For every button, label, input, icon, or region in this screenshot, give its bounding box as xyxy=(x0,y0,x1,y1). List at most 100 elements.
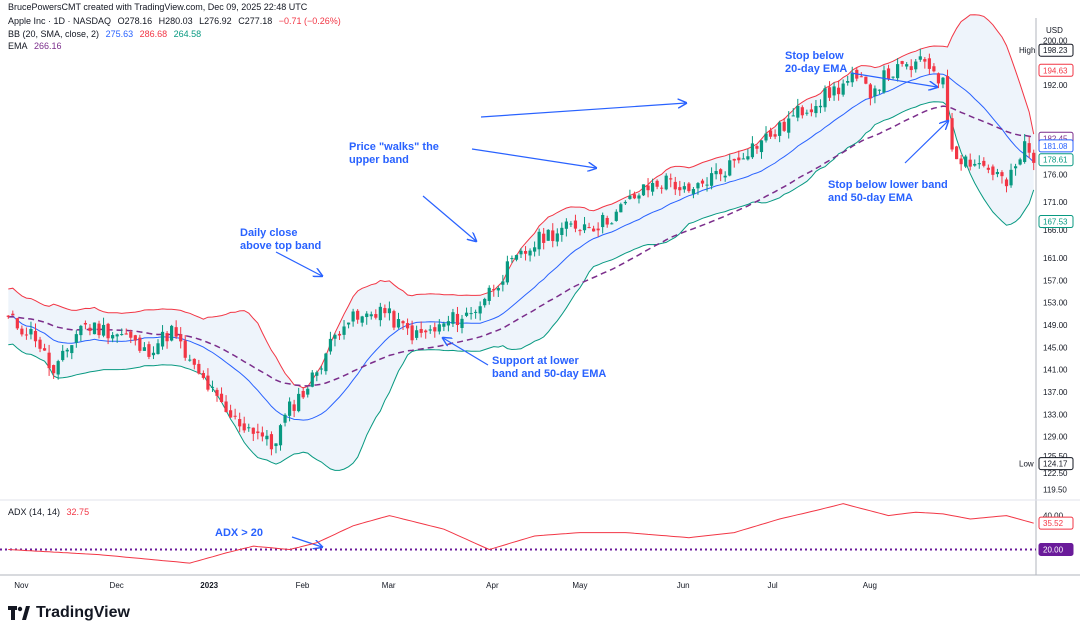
candle-body xyxy=(909,66,913,71)
candle-body xyxy=(79,325,83,336)
candle xyxy=(868,82,872,106)
candle-body xyxy=(483,298,487,306)
time-tick-label: 2023 xyxy=(200,581,218,590)
candle xyxy=(492,284,496,297)
candle-body xyxy=(201,372,205,378)
candle-body xyxy=(242,423,246,431)
extreme-label: Low xyxy=(1019,460,1034,469)
candle-body xyxy=(877,89,882,91)
adx-legend[interactable]: ADX (14, 14) 32.75 xyxy=(8,507,93,518)
bb-legend[interactable]: BB (20, SMA, close, 2) 275.63 286.68 264… xyxy=(8,29,205,40)
candle-body xyxy=(319,368,323,370)
candle xyxy=(537,228,541,256)
candle xyxy=(170,324,174,342)
annotation-arrow xyxy=(291,536,322,547)
candle-body xyxy=(973,163,977,166)
candle-body xyxy=(179,334,183,342)
candle-body xyxy=(478,306,482,314)
candle xyxy=(927,53,931,75)
candle-body xyxy=(905,64,909,67)
candle xyxy=(183,334,187,361)
candle xyxy=(542,227,546,250)
candle-body xyxy=(968,159,972,167)
candle xyxy=(419,321,423,338)
candle-body xyxy=(224,401,228,412)
candle-body xyxy=(360,316,364,323)
candle-body xyxy=(555,233,559,242)
candle xyxy=(610,222,614,225)
candle xyxy=(351,308,355,327)
candle-body xyxy=(523,251,528,254)
tradingview-logo[interactable]: TradingView xyxy=(8,604,130,622)
candle-body xyxy=(233,415,237,417)
candle xyxy=(782,117,786,132)
candle xyxy=(356,309,360,324)
candle-body xyxy=(351,311,355,322)
candle xyxy=(229,404,233,418)
candle xyxy=(42,343,47,351)
candle-body xyxy=(65,349,69,352)
candle xyxy=(918,48,922,62)
candle xyxy=(65,347,69,358)
candle xyxy=(510,255,514,263)
candle xyxy=(47,344,51,376)
candle-body xyxy=(623,201,627,204)
candle xyxy=(346,322,351,329)
candle-body xyxy=(700,180,705,184)
time-tick-label: Dec xyxy=(110,581,124,590)
bb-lower-line xyxy=(8,101,1035,471)
candle-body xyxy=(732,158,736,161)
candle xyxy=(24,327,29,340)
candle xyxy=(74,330,78,348)
candle xyxy=(787,111,791,139)
annotation-line: band and 50-day EMA xyxy=(492,368,607,380)
candle-body xyxy=(923,59,927,62)
candle-body xyxy=(251,427,255,434)
ema-legend[interactable]: EMA 266.16 xyxy=(8,41,66,52)
candle xyxy=(832,82,836,101)
candle-body xyxy=(378,306,382,321)
candle xyxy=(15,317,19,330)
candle-body xyxy=(219,393,224,403)
price-tick-label: 119.50 xyxy=(1043,486,1067,495)
bb-label: BB (20, SMA, close, 2) xyxy=(8,29,100,39)
candle-body xyxy=(401,321,405,324)
annotation-walks: Price "walks" the upper band xyxy=(349,141,439,167)
candle xyxy=(278,423,283,451)
candle-body xyxy=(582,224,587,231)
candle-body xyxy=(260,432,264,437)
candle xyxy=(519,247,523,259)
price-badge xyxy=(1038,139,1074,153)
candle-body xyxy=(451,312,455,324)
candle xyxy=(628,189,632,200)
candle xyxy=(641,184,646,197)
annotation-arrows xyxy=(275,72,948,547)
price-tick-label: 137.00 xyxy=(1043,388,1068,397)
candle-body xyxy=(124,333,128,335)
candle-body xyxy=(356,310,360,320)
candle-body xyxy=(514,255,519,260)
candle xyxy=(315,370,319,382)
candle-body xyxy=(723,175,727,178)
symbol-label[interactable]: Apple Inc · 1D · NASDAQ xyxy=(8,16,112,26)
candle xyxy=(337,331,342,340)
candle xyxy=(478,301,482,321)
candle xyxy=(451,308,455,327)
candle xyxy=(20,325,24,337)
candle-body xyxy=(419,328,423,333)
adx-line xyxy=(8,503,1034,564)
candle-body xyxy=(800,107,804,116)
adx-badge-label: 35.52 xyxy=(1043,519,1064,528)
candle xyxy=(723,171,727,182)
candle-body xyxy=(33,330,38,342)
candle-body xyxy=(614,211,618,221)
candle xyxy=(238,412,242,433)
candle xyxy=(950,112,954,152)
candle-body xyxy=(837,87,841,95)
candle-body xyxy=(932,66,936,72)
candle xyxy=(206,368,210,392)
adx-badge-label: 20.00 xyxy=(1043,546,1064,555)
candle xyxy=(805,109,809,116)
candle xyxy=(941,76,945,89)
